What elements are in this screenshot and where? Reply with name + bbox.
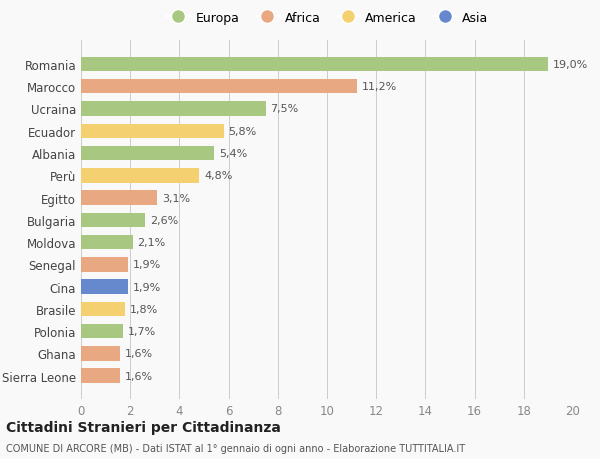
Bar <box>81 347 121 361</box>
Bar <box>81 191 157 205</box>
Text: COMUNE DI ARCORE (MB) - Dati ISTAT al 1° gennaio di ogni anno - Elaborazione TUT: COMUNE DI ARCORE (MB) - Dati ISTAT al 1°… <box>6 443 465 453</box>
Text: 1,6%: 1,6% <box>125 349 154 358</box>
Text: 1,9%: 1,9% <box>133 282 161 292</box>
Text: 4,8%: 4,8% <box>204 171 232 181</box>
Text: 11,2%: 11,2% <box>361 82 397 92</box>
Text: 3,1%: 3,1% <box>162 193 190 203</box>
Bar <box>81 213 145 228</box>
Text: 7,5%: 7,5% <box>271 104 299 114</box>
Text: 19,0%: 19,0% <box>553 60 589 70</box>
Bar <box>81 80 356 94</box>
Text: 2,6%: 2,6% <box>150 215 178 225</box>
Text: 1,6%: 1,6% <box>125 371 154 381</box>
Text: 5,4%: 5,4% <box>219 149 247 159</box>
Bar <box>81 302 125 316</box>
Bar <box>81 124 224 139</box>
Text: 1,7%: 1,7% <box>128 326 156 336</box>
Bar <box>81 102 265 117</box>
Bar <box>81 235 133 250</box>
Bar <box>81 324 123 339</box>
Bar <box>81 57 548 72</box>
Text: 2,1%: 2,1% <box>137 238 166 247</box>
Bar <box>81 369 121 383</box>
Bar <box>81 257 128 272</box>
Bar <box>81 280 128 294</box>
Bar <box>81 146 214 161</box>
Text: 5,8%: 5,8% <box>229 127 257 136</box>
Bar <box>81 168 199 183</box>
Text: 1,8%: 1,8% <box>130 304 158 314</box>
Legend: Europa, Africa, America, Asia: Europa, Africa, America, Asia <box>166 12 488 25</box>
Text: 1,9%: 1,9% <box>133 260 161 270</box>
Text: Cittadini Stranieri per Cittadinanza: Cittadini Stranieri per Cittadinanza <box>6 420 281 434</box>
